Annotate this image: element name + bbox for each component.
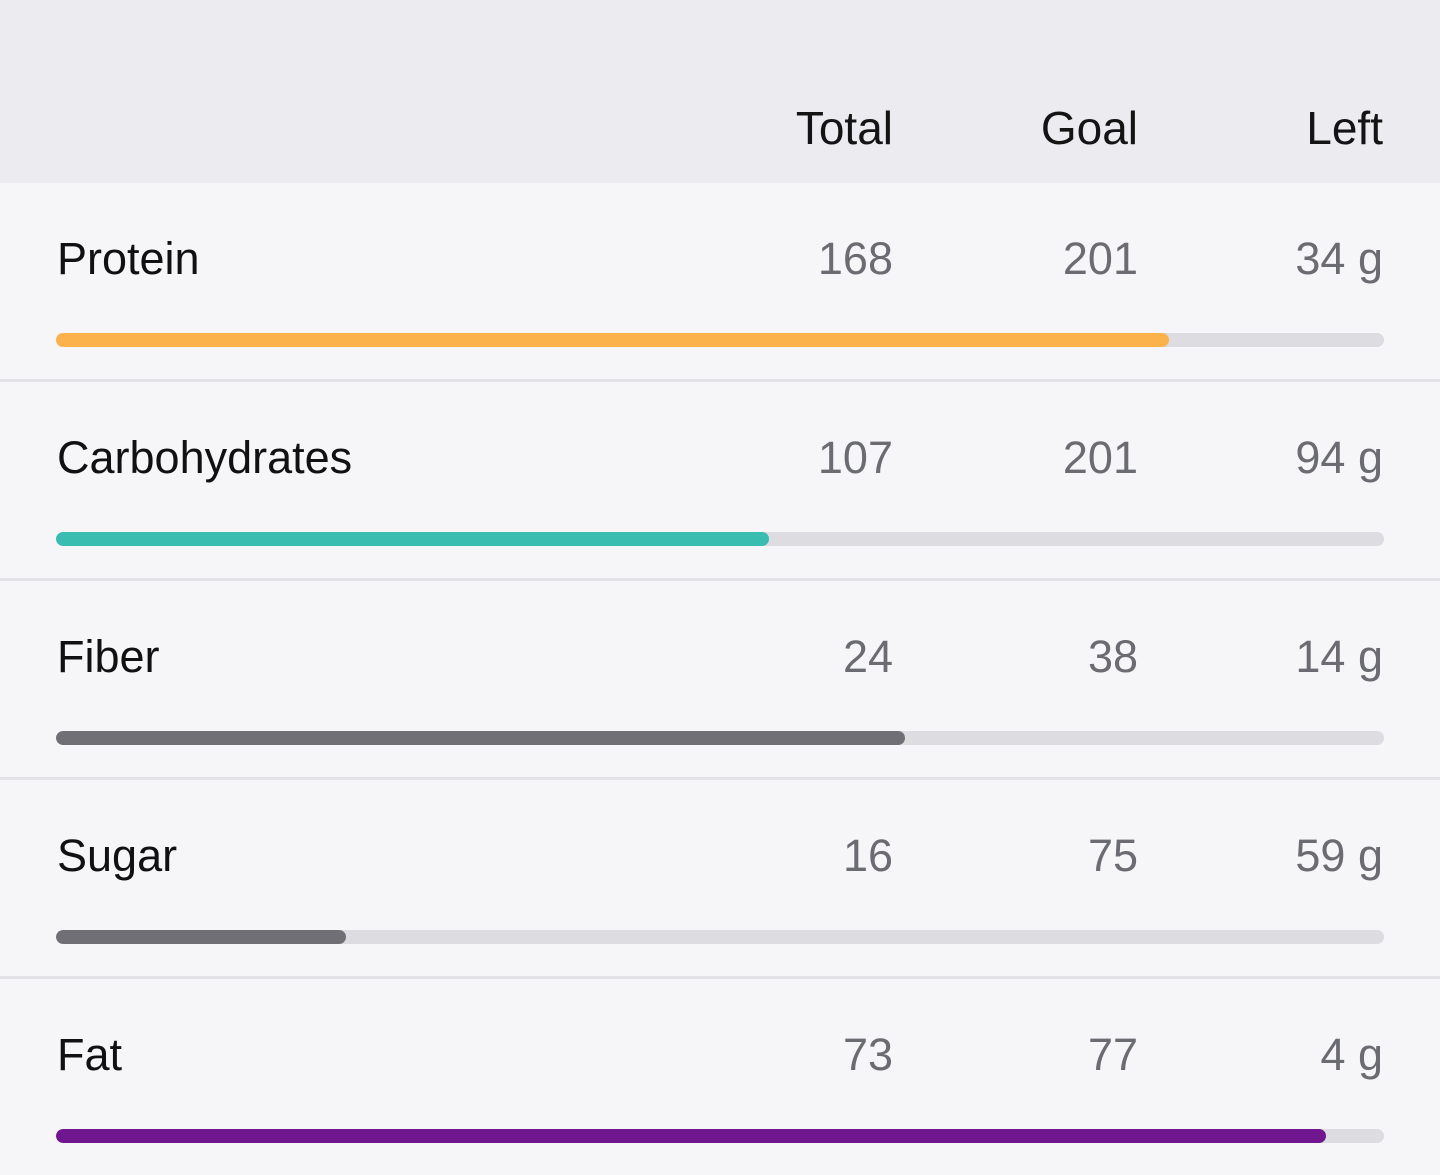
- progress-fill: [56, 930, 346, 944]
- nutrient-goal: 77: [1087, 1029, 1138, 1080]
- nutrient-total: 107: [817, 432, 893, 483]
- header-goal: Goal: [1040, 102, 1138, 154]
- nutrient-total: 73: [842, 1029, 893, 1080]
- nutrient-name: Fiber: [57, 631, 160, 682]
- progress-track: [56, 731, 1384, 745]
- nutrient-left: 34 g: [1295, 233, 1383, 284]
- nutrient-total: 24: [842, 631, 893, 682]
- nutrient-name: Sugar: [57, 830, 178, 881]
- header-left: Left: [1306, 102, 1383, 154]
- nutrient-total: 16: [842, 830, 893, 881]
- nutrient-goal: 201: [1062, 233, 1138, 284]
- table-header: Total Goal Left: [0, 0, 1440, 183]
- nutrient-row-protein[interactable]: Protein 168 201 34 g: [0, 183, 1440, 379]
- nutrient-left: 59 g: [1295, 830, 1383, 881]
- progress-fill: [56, 333, 1169, 347]
- nutrient-name: Protein: [57, 233, 200, 284]
- progress-fill: [56, 1129, 1326, 1143]
- nutrient-goal: 38: [1087, 631, 1138, 682]
- nutrient-left: 14 g: [1295, 631, 1383, 682]
- nutrient-left: 4 g: [1320, 1029, 1383, 1080]
- nutrient-list: Protein 168 201 34 g Carbohydrates 107 2…: [0, 183, 1440, 1175]
- nutrient-row-carbohydrates[interactable]: Carbohydrates 107 201 94 g: [0, 382, 1440, 578]
- nutrient-total: 168: [817, 233, 893, 284]
- progress-track: [56, 333, 1384, 347]
- row-divider: [0, 379, 1440, 382]
- progress-fill: [56, 731, 905, 745]
- progress-track: [56, 1129, 1384, 1143]
- nutrient-row-sugar[interactable]: Sugar 16 75 59 g: [0, 780, 1440, 976]
- nutrient-goal: 75: [1087, 830, 1138, 881]
- progress-fill: [56, 532, 770, 546]
- nutrient-left: 94 g: [1295, 432, 1383, 483]
- progress-track: [56, 532, 1384, 546]
- nutrient-row-fat[interactable]: Fat 73 77 4 g: [0, 979, 1440, 1175]
- row-divider: [0, 777, 1440, 780]
- header-total: Total: [795, 102, 893, 154]
- nutrient-goal: 201: [1062, 432, 1138, 483]
- progress-track: [56, 930, 1384, 944]
- nutrient-name: Fat: [57, 1029, 123, 1080]
- nutrient-row-fiber[interactable]: Fiber 24 38 14 g: [0, 581, 1440, 777]
- row-divider: [0, 976, 1440, 979]
- nutrient-name: Carbohydrates: [57, 432, 353, 483]
- row-divider: [0, 578, 1440, 581]
